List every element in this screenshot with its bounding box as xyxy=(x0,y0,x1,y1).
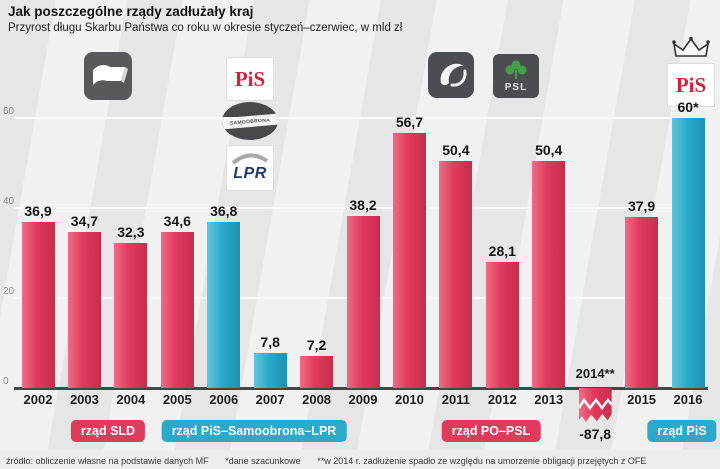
value-label-2005: 34,6 xyxy=(163,213,191,230)
break-zigzag-icon xyxy=(578,397,612,411)
value-label-2003: 34,7 xyxy=(70,212,99,229)
year-label-2013: 2013 xyxy=(534,392,564,407)
value-label-2013: 50,4 xyxy=(535,142,563,159)
po-swoosh-icon xyxy=(440,63,467,87)
y-tick-label-40: 40 xyxy=(3,196,15,207)
value-label-2015: 37,9 xyxy=(627,198,656,215)
bar-2002 xyxy=(21,221,55,388)
footer-notes: źródło: obliczenie własne na podstawie d… xyxy=(6,456,660,466)
bar-2010 xyxy=(392,132,426,388)
value-label-2011: 50,4 xyxy=(442,142,470,159)
gridline-40 xyxy=(14,207,708,209)
value-label-2012: 28,1 xyxy=(488,242,516,259)
footer-note-estimate: *dane szacunkowe xyxy=(225,456,301,466)
pis-crown-logo-text: PiS xyxy=(675,72,707,97)
gridline-60 xyxy=(14,117,708,119)
bar-2007 xyxy=(253,352,287,388)
pis-logo-text: PiS xyxy=(234,66,266,91)
pis-logo: PiS xyxy=(227,58,273,100)
x-axis-line xyxy=(14,387,708,390)
bar-2013 xyxy=(532,161,566,388)
bar-2009 xyxy=(346,216,380,388)
chart-subtitle: Przyrost długu Skarbu Państwa co roku w … xyxy=(8,22,403,34)
year-label-2008: 2008 xyxy=(302,392,332,407)
sld-flag-logo xyxy=(84,52,132,100)
bar-2003 xyxy=(67,231,101,388)
value-label-2016: 60* xyxy=(677,99,699,115)
bar-2015 xyxy=(625,217,659,388)
bar-2008 xyxy=(300,355,334,388)
lpr-swoosh-icon xyxy=(231,153,269,165)
value-label-2007: 7,8 xyxy=(260,333,280,350)
y-tick-label-0: 0 xyxy=(3,376,9,387)
year-label-2011: 2011 xyxy=(441,392,470,407)
footer-note-2014: **w 2014 r. zadłużenie spadło ze względu… xyxy=(317,456,647,466)
samoobrona-logo: SAMOOBRONA xyxy=(222,102,278,140)
y-tick-label-20: 20 xyxy=(3,286,15,297)
value-label-2006: 36,8 xyxy=(210,203,238,220)
bar-2006 xyxy=(207,222,241,388)
badge-rzad-sld: rząd SLD xyxy=(70,420,146,442)
value-label-2004: 32,3 xyxy=(117,223,145,240)
footer-source: źródło: obliczenie własne na podstawie d… xyxy=(6,456,209,466)
year-label-2015: 2015 xyxy=(627,392,657,407)
badge-rzad-pis-samoobrona-lpr: rząd PiS–Samoobrona–LPR xyxy=(161,420,347,442)
bar-2016 xyxy=(671,118,705,388)
badge-rzad-pis: rząd PiS xyxy=(647,420,717,442)
year-label-2009: 2009 xyxy=(348,392,378,407)
psl-logo-text: PSL xyxy=(504,82,528,93)
po-logo xyxy=(428,52,474,98)
year-label-2006: 2006 xyxy=(209,392,239,407)
year-label-2010: 2010 xyxy=(394,392,424,407)
year-label-2007: 2007 xyxy=(255,392,285,407)
value-label-2008: 7,2 xyxy=(306,336,327,353)
lpr-logo-text: LPR xyxy=(233,165,267,182)
y-tick-label-60: 60 xyxy=(3,106,15,117)
value-label-2009: 38,2 xyxy=(349,197,377,214)
bar-2014 xyxy=(578,388,612,422)
value-label-2014: -87,8 xyxy=(579,426,612,442)
crown-icon xyxy=(672,36,710,57)
year-label-2014: 2014** xyxy=(575,366,615,381)
year-label-2004: 2004 xyxy=(116,392,146,407)
year-label-2012: 2012 xyxy=(487,392,517,407)
bar-2004 xyxy=(114,242,148,388)
pis-crown-logo: PiS xyxy=(666,36,716,106)
lpr-logo: LPR xyxy=(227,146,273,190)
bar-2012 xyxy=(485,261,519,388)
flag-icon xyxy=(93,65,128,85)
badge-rzad-po-psl: rząd PO–PSL xyxy=(441,420,541,442)
year-label-2002: 2002 xyxy=(23,392,53,407)
chart-title: Jak poszczególne rządy zadłużały kraj xyxy=(8,4,254,19)
bar-2011 xyxy=(439,161,473,388)
value-label-2002: 36,9 xyxy=(24,202,52,219)
clover-icon xyxy=(505,60,527,79)
year-label-2016: 2016 xyxy=(673,392,703,407)
year-label-2005: 2005 xyxy=(162,392,192,407)
year-label-2003: 2003 xyxy=(69,392,99,407)
psl-logo: PSL xyxy=(493,54,539,98)
pis-crown-box: PiS xyxy=(668,64,714,106)
bar-2005 xyxy=(160,232,194,388)
value-label-2010: 56,7 xyxy=(395,113,424,130)
